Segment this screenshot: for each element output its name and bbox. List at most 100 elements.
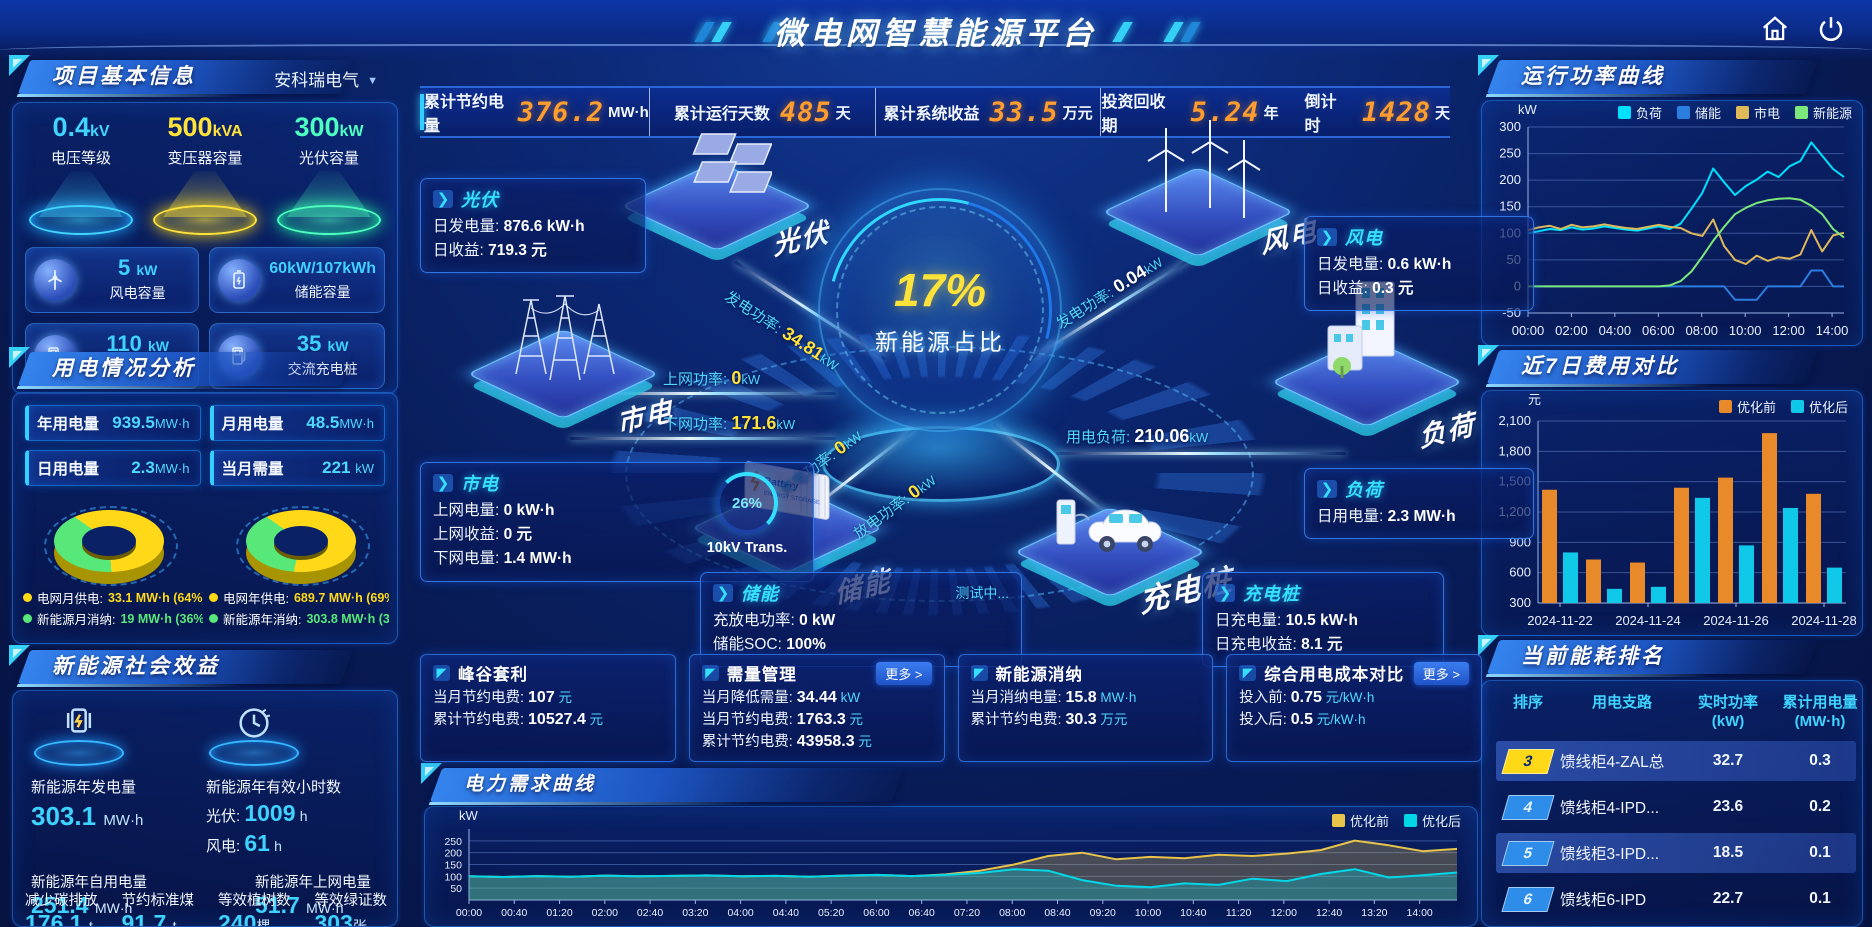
realtime-power-value: 22.7 (1712, 890, 1744, 907)
svg-text:10:00: 10:00 (1135, 907, 1161, 919)
panel-corner-icon (8, 346, 34, 377)
realtime-power-value: 32.7 (1712, 752, 1744, 769)
node-card-value: 100% (786, 636, 826, 653)
node-card-row: 充放电功率: 0 kW (713, 609, 1009, 633)
legend-name: 储能 (1694, 106, 1721, 121)
svg-text:150: 150 (1499, 199, 1521, 214)
kpi-payback-countdown: 投资回收期 5.24 年 倒计时 1428 天 (1101, 94, 1450, 135)
svg-text:00:00: 00:00 (1512, 323, 1545, 338)
legend-item[interactable]: 优化后 (1790, 397, 1848, 416)
summary-row-unit: 元 (554, 690, 572, 705)
export-stat: 新能源年上网电量 51.7 MW·h (255, 875, 371, 918)
company-dropdown[interactable]: 安科瑞电气 ▼ (274, 71, 378, 90)
wind-card: ❯ 风电 日发电量: 0.6 kW·h 日收益: 0.3 元 (1304, 216, 1534, 311)
summary-row-unit: 元/kW·h (1313, 712, 1366, 727)
branch-name: 馈线柜4-IPD... (1560, 800, 1660, 817)
table-row[interactable]: 6 馈线柜6-IPD 22.7 0.1 (1496, 879, 1856, 919)
summary-row-unit: 元/kW·h (1321, 690, 1375, 705)
self-use-stat: 新能源年自用电量 251.4 MW·h (31, 875, 147, 918)
battery-icon (218, 259, 261, 301)
legend-item[interactable]: 负荷 (1617, 103, 1662, 122)
pv-card: ❯ 光伏 日发电量: 876.6 kW·h 日收益: 719.3 元 (420, 178, 646, 273)
summary-row: 当月节约电费: 1763.3 元 (702, 709, 932, 731)
node-card-label: 充放电功率: (713, 612, 800, 629)
node-card-label: 日充电量: (1215, 612, 1286, 629)
svg-text:14:00: 14:00 (1816, 323, 1849, 338)
energy-flow-diagram: 17% 新能源占比 发电功率: 34.81kW 上网功率: 0kW 下网功率: … (420, 120, 1534, 667)
svg-text:13:20: 13:20 (1361, 907, 1387, 919)
legend-swatch (1790, 400, 1804, 413)
legend-item[interactable]: 优化前 (1718, 397, 1776, 416)
summary-row-value: 15.8 (1065, 689, 1097, 706)
legend-item: 电网月供电: 33.1 MW·h (64%) (23, 588, 203, 607)
grid-node: 市电 (466, 292, 675, 442)
generation-icon (31, 703, 127, 766)
home-icon[interactable] (1760, 14, 1790, 44)
node-card-label: 日收益: (1317, 280, 1373, 297)
legend-item: 电网年供电:689.7 MW·h (69%) (209, 588, 389, 607)
panel-corner-icon (1477, 344, 1503, 375)
summary-row-value: 34.44 (796, 689, 837, 706)
node-card-value: 0.3 元 (1372, 280, 1414, 297)
svg-text:11:20: 11:20 (1226, 907, 1252, 919)
svg-text:300: 300 (1499, 119, 1521, 134)
realtime-power-value: 23.6 (1712, 798, 1744, 815)
summary-row-label: 当月节约电费: (701, 712, 793, 728)
table-row[interactable]: 5 馈线柜3-IPD... 18.5 0.1 (1496, 833, 1856, 873)
panel-renewable-benefits: 新能源社会效益 新能源年发电量 303.1 MW·h 新能源 (8, 645, 402, 927)
legend-item[interactable]: 储能 (1676, 103, 1721, 122)
kpi-run-days: 累计运行天数 485 天 (650, 88, 876, 136)
legend-swatch (1794, 106, 1808, 119)
transformer-capacity-stat: 500kVA 变压器容量 (147, 113, 263, 235)
summary-row: 累计节约电费: 30.3 万元 (971, 709, 1201, 731)
chevron-icon: ❯ (1215, 584, 1235, 602)
node-card-value: 0.6 kW·h (1387, 256, 1452, 273)
charger-card: ❯ 充电桩 日充电量: 10.5 kW·h 日充电收益: 8.1 元 (1202, 572, 1444, 667)
hours-label: 新能源年有效小时数 (206, 779, 342, 796)
node-card-label: 上网收益: (433, 526, 504, 543)
panel-corner-icon (8, 644, 34, 675)
total-energy-value: 0.1 (1809, 890, 1831, 907)
node-card-row: 日收益: 719.3 元 (433, 239, 633, 263)
node-card-value: 8.1 元 (1301, 636, 1343, 653)
wind-turbine-icon (1147, 120, 1261, 218)
clock-icon (206, 703, 302, 766)
table-row[interactable]: 4 馈线柜4-IPD... 23.6 0.2 (1496, 787, 1856, 827)
more-button[interactable]: 更多 > (1413, 661, 1469, 685)
legend-item[interactable]: 优化前 (1331, 811, 1389, 830)
legend-item[interactable]: 市电 (1735, 103, 1780, 122)
svg-text:200: 200 (444, 848, 462, 860)
summary-row-label: 当月降低需量: (701, 690, 793, 706)
power-icon[interactable] (1816, 14, 1846, 44)
summary-row-value: 10527.4 (528, 711, 586, 728)
year-usage-stat: 年用电量 939.5MW·h (25, 405, 201, 441)
title-decoration-left (694, 22, 783, 42)
legend-name: 优化前 (1736, 400, 1776, 415)
node-card-value: 876.6 kW·h (503, 218, 585, 235)
day-usage-stat: 日用电量 2.3MW·h (25, 450, 201, 486)
tree-stat: 等效植树数 240棵 (218, 893, 291, 927)
legend-item[interactable]: 新能源 (1794, 103, 1852, 122)
legend-item[interactable]: 优化后 (1403, 811, 1461, 830)
flag-icon: ◤ (1239, 665, 1257, 681)
svg-text:00:00: 00:00 (456, 907, 482, 919)
month-supply-donut (44, 496, 178, 586)
chevron-icon: ❯ (433, 474, 453, 492)
renewable-absorption-card: ◤ 新能源消纳 当月消纳电量: 15.8 MW·h 累计节约电费: 30.3 万元 (957, 654, 1214, 762)
panel-corner-icon (1477, 54, 1503, 85)
table-row[interactable]: 3 馈线柜4-ZAL总 32.7 0.3 (1496, 741, 1856, 781)
svg-text:00:40: 00:40 (501, 907, 527, 919)
svg-text:2,100: 2,100 (1498, 413, 1531, 428)
panel-title: 新能源社会效益 (52, 655, 220, 678)
status-badge: 测试中... (955, 585, 1009, 601)
svg-text:08:00: 08:00 (1685, 323, 1718, 338)
summary-row-value: 0.5 (1290, 711, 1314, 728)
more-button[interactable]: 更多 > (876, 661, 932, 685)
summary-row: 当月节约电费: 107 元 (433, 687, 663, 709)
summary-row-label: 当月节约电费: (433, 690, 525, 706)
title-decoration-right (1112, 22, 1201, 42)
node-card-label: 日发电量: (1317, 256, 1388, 273)
svg-text:2024-11-24: 2024-11-24 (1615, 613, 1681, 628)
svg-text:12:00: 12:00 (1271, 907, 1297, 919)
